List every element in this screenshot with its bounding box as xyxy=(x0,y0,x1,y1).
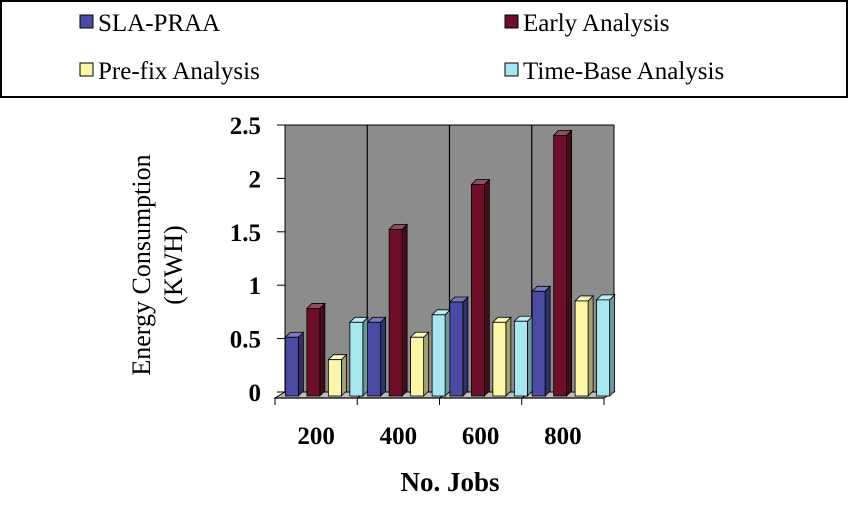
x-tick-label: 800 xyxy=(544,423,582,450)
bar-front-face xyxy=(470,184,485,397)
bar-side-face xyxy=(483,178,490,397)
y-axis-title-line-2: (KWH) xyxy=(159,225,188,304)
bar-front-face xyxy=(531,290,546,397)
bar-front-face xyxy=(492,321,507,397)
bar-side-face xyxy=(505,316,512,397)
bar-sla-praa-800 xyxy=(531,285,552,397)
legend-item-3: Time-Base Analysis xyxy=(504,58,724,85)
y-tick-label: 1.5 xyxy=(230,220,261,247)
bar-side-face xyxy=(423,331,430,397)
legend-swatch-1 xyxy=(504,14,519,29)
legend-item-0: SLA-PRAA xyxy=(79,10,220,37)
legend-swatch-2 xyxy=(79,62,94,77)
bar-sla-praa-200 xyxy=(284,331,305,397)
bar-early-analysis-400 xyxy=(388,223,409,397)
legend-label-2: Pre-fix Analysis xyxy=(98,58,260,85)
bar-front-face xyxy=(410,336,425,397)
y-axis-title: Energy Consumption (KWH) xyxy=(127,154,188,375)
x-axis-title: No. Jobs xyxy=(400,467,499,497)
bar-front-face xyxy=(574,300,589,397)
legend-label-3: Time-Base Analysis xyxy=(523,58,724,85)
bar-side-face xyxy=(319,302,326,397)
bar-pre-fix-analysis-800 xyxy=(574,294,595,397)
bar-side-face xyxy=(401,223,408,397)
y-tick-label: 0.5 xyxy=(230,327,261,354)
bar-front-face xyxy=(431,314,446,397)
bar-time-base-analysis-200 xyxy=(348,316,369,397)
y-tick-label: 1 xyxy=(249,273,262,300)
legend-item-1: Early Analysis xyxy=(504,10,670,37)
y-tick-label: 2 xyxy=(249,166,262,193)
bar-side-face xyxy=(526,315,533,397)
y-axis-title-line-1: Energy Consumption xyxy=(127,154,156,375)
bar-side-face xyxy=(544,285,551,397)
bar-side-face xyxy=(380,316,387,397)
legend-swatch-0 xyxy=(79,14,94,29)
legend-frame xyxy=(0,0,848,98)
legend-swatch-3 xyxy=(504,62,519,77)
bar-side-face xyxy=(609,293,616,397)
bar-front-face xyxy=(596,299,611,397)
legend-item-2: Pre-fix Analysis xyxy=(79,58,260,85)
bar-early-analysis-600 xyxy=(470,178,491,397)
bar-side-face xyxy=(340,353,347,397)
bar-side-face xyxy=(444,308,451,397)
bar-time-base-analysis-800 xyxy=(595,293,616,397)
legend: SLA-PRAA Early Analysis Pre-fix Analysis… xyxy=(0,0,848,98)
x-tick-label: 600 xyxy=(462,423,500,450)
bar-side-face xyxy=(362,316,369,397)
bar-front-face xyxy=(327,359,342,397)
x-tick-label: 400 xyxy=(380,423,418,450)
bar-pre-fix-analysis-200 xyxy=(327,353,348,397)
bar-side-face xyxy=(566,129,573,397)
bar-front-face xyxy=(553,135,568,397)
bar-front-face xyxy=(284,336,299,397)
y-tick-label: 0 xyxy=(249,380,262,407)
bar-front-face xyxy=(349,321,364,397)
bar-time-base-analysis-400 xyxy=(431,308,452,397)
bar-front-face xyxy=(513,320,528,397)
bar-pre-fix-analysis-600 xyxy=(491,316,512,397)
bar-front-face xyxy=(449,301,464,397)
bar-sla-praa-400 xyxy=(366,316,387,397)
bar-front-face xyxy=(306,308,321,397)
y-tick-label: 2.5 xyxy=(230,113,261,140)
bar-pre-fix-analysis-400 xyxy=(409,331,430,397)
legend-label-0: SLA-PRAA xyxy=(98,10,220,37)
x-tick-label: 200 xyxy=(297,423,335,450)
bar-side-face xyxy=(297,331,304,397)
bar-front-face xyxy=(367,321,382,397)
bar-front-face xyxy=(388,228,403,397)
bar-time-base-analysis-600 xyxy=(513,315,534,397)
bar-early-analysis-200 xyxy=(305,302,326,397)
bar-early-analysis-800 xyxy=(552,129,573,397)
bar-side-face xyxy=(587,294,594,397)
bar-sla-praa-600 xyxy=(448,296,469,397)
bar-side-face xyxy=(462,296,469,397)
plot-area: 0 0.5 1 1.5 2 2.5 200 400 600 800 xyxy=(230,113,616,450)
legend-label-1: Early Analysis xyxy=(523,10,670,37)
